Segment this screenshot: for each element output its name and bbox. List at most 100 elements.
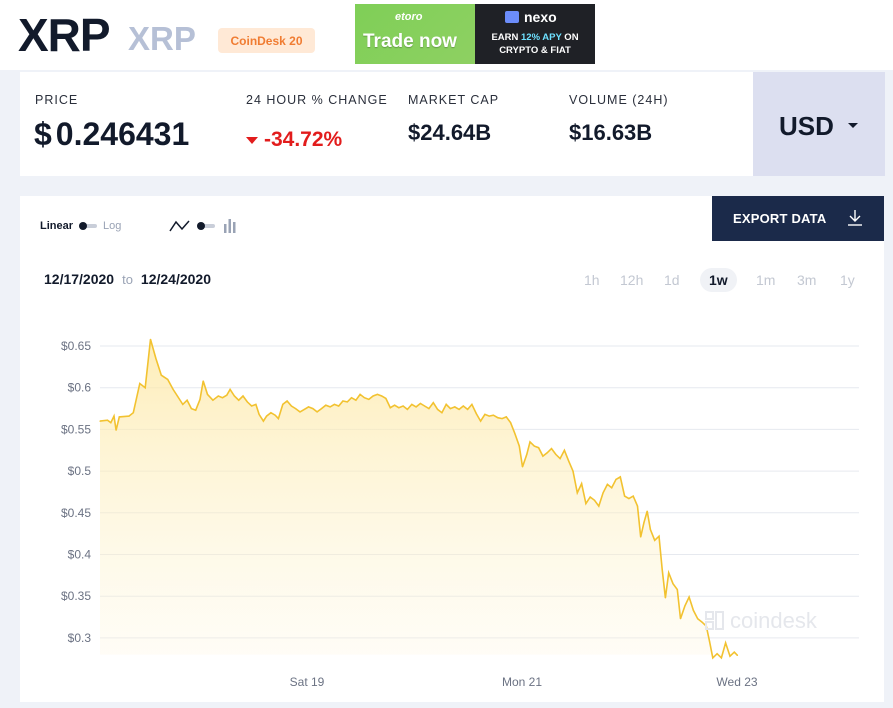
price-value: $0.246431 (34, 116, 189, 153)
price-point (484, 413, 486, 415)
log-label[interactable]: Log (103, 220, 122, 232)
watermark-text: coindesk (730, 608, 817, 633)
price-point (501, 418, 503, 420)
price-point (186, 399, 188, 401)
price-point (585, 503, 587, 505)
price-point (342, 400, 344, 402)
price-point (238, 399, 240, 401)
market-cap-value: $24.64B (408, 120, 492, 145)
etoro-ad[interactable]: etoro Trade now (355, 4, 475, 64)
price-point (270, 412, 272, 414)
price-point (716, 653, 718, 655)
y-axis: $0.3 $0.35 $0.4 $0.45 $0.5 $0.55 $0.6 $0.65 (61, 339, 91, 645)
price-point (708, 640, 711, 642)
price-point (676, 588, 678, 591)
price-point (286, 400, 288, 402)
scale-toggle[interactable] (79, 222, 98, 230)
price-point (619, 476, 621, 478)
price-point (155, 357, 157, 360)
range-1y[interactable]: 1y (840, 272, 855, 288)
price-point (325, 404, 327, 406)
price-chart[interactable]: $0.3 $0.35 $0.4 $0.45 $0.5 $0.55 $0.6 $0.65 Sat… (20, 196, 884, 702)
price-point (307, 406, 310, 408)
coin-name: XRP (18, 9, 111, 61)
price-point (167, 378, 169, 380)
bar-chart-icon[interactable] (223, 218, 237, 234)
y-tick-label: $0.65 (61, 339, 91, 353)
price-point (118, 416, 120, 418)
price-point (462, 405, 464, 407)
price-point (312, 408, 314, 410)
offer-earn: EARN (491, 32, 521, 43)
price-point (258, 413, 260, 415)
price-point (679, 618, 682, 620)
price-point (346, 401, 348, 403)
export-data-button[interactable]: EXPORT DATA (712, 196, 884, 241)
price-point (333, 403, 335, 405)
volume-value: $16.63B (569, 120, 653, 145)
price-point (658, 535, 660, 537)
price-point (282, 403, 284, 405)
price-point (255, 403, 257, 405)
coindesk-20-badge[interactable]: CoinDesk 20 (218, 28, 315, 53)
price-point (555, 453, 557, 455)
range-1w[interactable]: 1w (700, 268, 737, 292)
y-tick-label: $0.35 (61, 589, 91, 603)
price-point (262, 420, 264, 422)
advertisement-banner[interactable]: etoro Trade now nexo EARN 12% APY ON CRY… (355, 4, 595, 64)
price-point (295, 408, 297, 410)
price-point (725, 642, 727, 644)
price-point (514, 433, 516, 435)
price-point (381, 395, 383, 397)
y-tick-label: $0.45 (61, 506, 91, 520)
price-point (202, 380, 204, 382)
price-point (729, 655, 731, 657)
down-arrow-icon (246, 136, 258, 144)
price-point (632, 495, 634, 497)
chart-type-toggle[interactable] (197, 222, 216, 230)
date-range: 12/17/2020 to 12/24/2020 (44, 271, 211, 287)
price-point (402, 405, 404, 407)
price-point (226, 394, 228, 396)
price-point (602, 492, 604, 494)
currency-selector[interactable]: USD (753, 72, 885, 176)
y-tick-label: $0.6 (68, 381, 92, 395)
price-point (217, 395, 219, 397)
price-point (303, 408, 305, 410)
currency-value: USD (779, 111, 834, 141)
price-point (195, 409, 197, 411)
nexo-mark-icon (505, 11, 519, 23)
price-point (246, 401, 248, 403)
range-1d[interactable]: 1d (664, 272, 680, 288)
coin-symbol: XRP (128, 20, 196, 57)
price-point (720, 657, 723, 659)
y-tick-label: $0.3 (68, 631, 92, 645)
range-1h[interactable]: 1h (584, 272, 600, 288)
line-chart-icon[interactable] (169, 219, 191, 233)
coindesk-watermark: coindesk (704, 608, 817, 634)
price-point (316, 411, 318, 413)
price-point (389, 407, 391, 409)
price-point (521, 466, 524, 468)
price-point (646, 510, 648, 512)
price-point (415, 406, 417, 408)
y-tick-label: $0.4 (68, 548, 92, 562)
nexo-ad[interactable]: nexo EARN 12% APY ON CRYPTO & FIAT (475, 4, 595, 64)
price-point (712, 657, 714, 659)
price-point (701, 621, 703, 623)
range-1m[interactable]: 1m (756, 272, 776, 288)
price-point (640, 536, 642, 538)
page-header: XRP XRP CoinDesk 20 etoro Trade now nexo… (0, 0, 893, 70)
price-point (615, 478, 617, 480)
offer-apy: 12% APY (521, 32, 562, 43)
download-icon (848, 210, 862, 226)
linear-label[interactable]: Linear (40, 220, 74, 232)
range-3m[interactable]: 3m (797, 272, 817, 288)
price-point (668, 572, 670, 574)
price-point (643, 522, 645, 524)
trade-now-cta[interactable]: Trade now (363, 31, 457, 52)
date-from[interactable]: 12/17/2020 (44, 271, 115, 287)
price-point (559, 458, 561, 460)
date-to[interactable]: 12/24/2020 (140, 271, 211, 287)
range-12h[interactable]: 12h (620, 272, 644, 288)
